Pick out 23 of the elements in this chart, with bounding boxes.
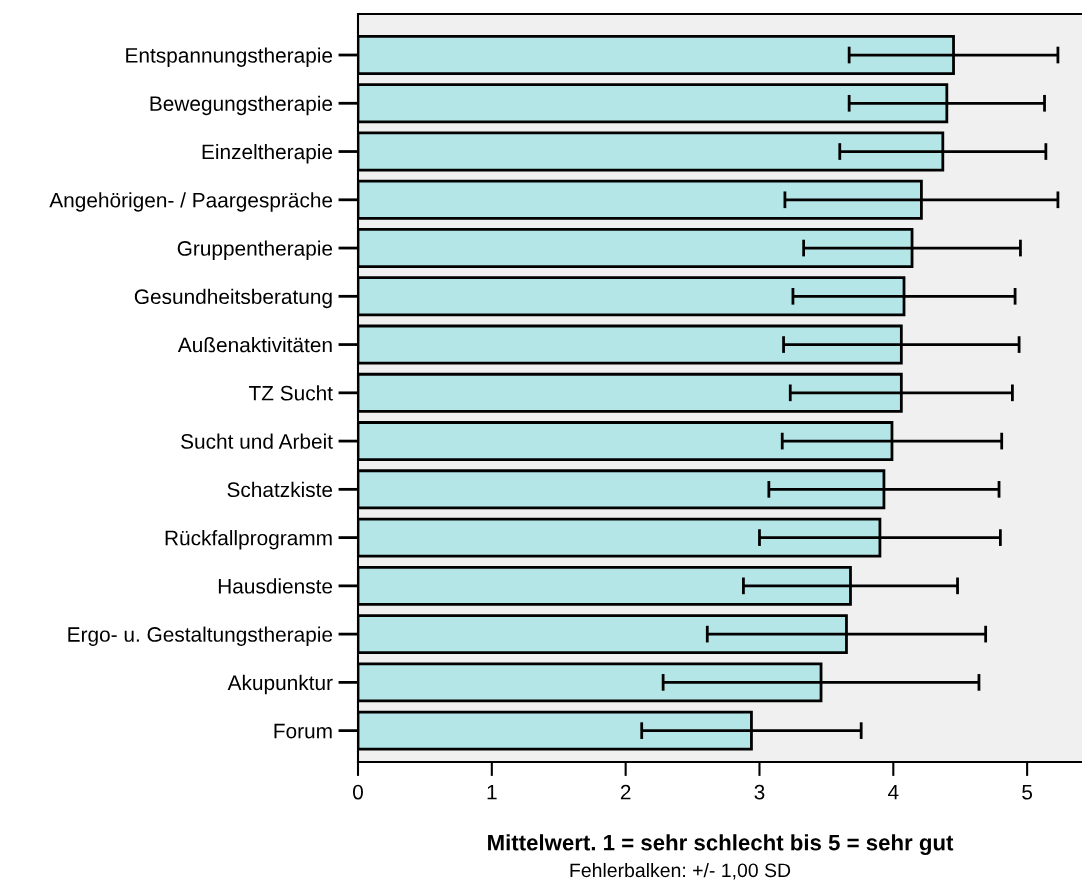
y-tick-label: TZ Sucht (248, 385, 333, 401)
y-tick-label: Rückfallprogramm (165, 530, 332, 550)
x-tick-label: 0 (353, 784, 363, 800)
y-tick-label: Schatzkiste (227, 481, 333, 498)
y-tick-label: Einzeltherapie (202, 143, 333, 164)
x-tick-label: 1 (487, 784, 497, 800)
y-tick-label: Gruppentherapie (177, 240, 333, 260)
x-tick-label: 4 (887, 784, 899, 800)
y-tick-label: Außenaktivitäten (177, 337, 332, 353)
x-axis-title: Mittelwert. 1 = sehr schlecht bis 5 = sehr gut (488, 834, 954, 856)
text: Fehlerbalken: +/- 1,00 SD (570, 862, 791, 880)
y-tick-label: Sucht und Arbeit (181, 433, 333, 449)
y-tick-label: Gesundheitsberatung (134, 288, 332, 309)
x-tick-label: 3 (754, 784, 765, 800)
y-tick-label: Angehörigen- / Paargespräche (49, 192, 333, 212)
y-tick-label: Ergo- u. Gestaltungstherapie (68, 626, 333, 646)
y-tick-label: Hausdienste (218, 578, 333, 594)
y-tick-label: Forum (274, 723, 332, 739)
y-tick-label: Bewegungstherapie (150, 95, 333, 116)
y-tick-label: Entspannungstherapie (126, 47, 333, 67)
y-tick-label: Akupunktur (227, 674, 333, 695)
x-tick-label: 5 (1022, 784, 1033, 800)
x-tick-label: 2 (620, 784, 631, 800)
